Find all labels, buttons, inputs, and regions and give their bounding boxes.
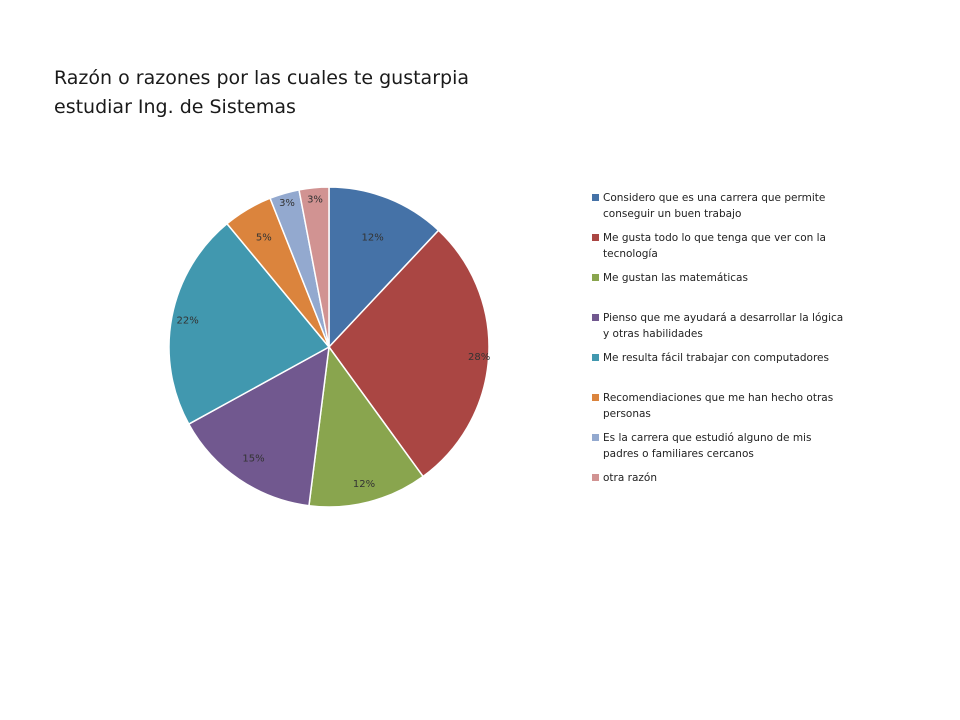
chart-title-line-2: estudiar Ing. de Sistemas	[54, 96, 296, 118]
chart-title: Razón o razones por las cuales te gustar…	[54, 64, 514, 122]
legend-label-1-line-1: Considero que es una carrera que permite	[603, 192, 826, 204]
legend-item-1: Considero que es una carrera que permite…	[592, 190, 860, 222]
pie-data-labels: 12% 28% 12% 15% 22% 5% 3% 3%	[176, 194, 490, 490]
legend-swatch-2	[592, 234, 599, 241]
legend-label-4-line-2: y otras habilidades	[603, 328, 703, 340]
legend-item-7: Es la carrera que estudió alguno de mis p…	[592, 430, 860, 462]
chart-title-line-1: Razón o razones por las cuales te gustar…	[54, 67, 469, 89]
data-label-8: 3%	[307, 194, 323, 205]
legend-label-2: Me gusta todo lo que tenga que ver con l…	[603, 230, 826, 262]
legend-label-6-line-1: Recomendiaciones que me han hecho otras	[603, 392, 834, 404]
data-label-6: 5%	[256, 232, 272, 243]
legend-label-6: Recomendiaciones que me han hecho otras p…	[603, 390, 833, 422]
pie-slice-3	[308, 345, 425, 508]
legend-label-7-line-2: padres o familiares cercanos	[603, 448, 754, 460]
legend-item-2: Me gusta todo lo que tenga que ver con l…	[592, 230, 860, 262]
legend-label-7-line-1: Es la carrera que estudió alguno de mis	[603, 432, 812, 444]
data-label-2: 28%	[468, 352, 490, 363]
legend-label-6-line-2: personas	[603, 408, 651, 420]
legend-label-3-line-1: Me gustan las matemáticas	[603, 272, 748, 284]
data-label-1: 12%	[361, 232, 383, 243]
pie-slices	[168, 186, 490, 508]
data-label-3: 12%	[353, 479, 375, 490]
legend-swatch-5	[592, 354, 599, 361]
legend-label-1: Considero que es una carrera que permite…	[603, 190, 825, 222]
legend-label-2-line-2: tecnología	[603, 248, 658, 260]
legend-swatch-1	[592, 194, 599, 201]
legend-item-8: otra razón	[592, 470, 860, 486]
legend-swatch-6	[592, 394, 599, 401]
pie-slice-1	[328, 186, 440, 349]
legend-item-4: Pienso que me ayudará a desarrollar la l…	[592, 310, 860, 342]
data-label-4: 15%	[242, 454, 264, 465]
legend-label-5: Me resulta fácil trabajar con computador…	[603, 350, 829, 366]
legend-label-8-line-1: otra razón	[603, 472, 657, 484]
pie-slice-5	[168, 222, 331, 426]
legend-item-3: Me gustan las matemáticas	[592, 270, 860, 286]
legend-swatch-7	[592, 434, 599, 441]
legend-swatch-8	[592, 474, 599, 481]
legend-swatch-3	[592, 274, 599, 281]
legend-label-8: otra razón	[603, 470, 657, 486]
legend-label-1-line-2: conseguir un buen trabajo	[603, 208, 742, 220]
legend-label-4: Pienso que me ayudará a desarrollar la l…	[603, 310, 843, 342]
legend-label-7: Es la carrera que estudió alguno de mis p…	[603, 430, 811, 462]
legend-label-3: Me gustan las matemáticas	[603, 270, 748, 286]
legend-item-6: Recomendiaciones que me han hecho otras p…	[592, 390, 860, 422]
legend-item-5: Me resulta fácil trabajar con computador…	[592, 350, 860, 366]
legend-label-2-line-1: Me gusta todo lo que tenga que ver con l…	[603, 232, 826, 244]
data-label-5: 22%	[176, 316, 198, 327]
pie-slice-8	[298, 186, 330, 348]
legend-label-4-line-1: Pienso que me ayudará a desarrollar la l…	[603, 312, 844, 324]
pie-slice-4	[187, 345, 330, 507]
legend-label-5-line-1: Me resulta fácil trabajar con computador…	[603, 352, 829, 364]
legend-swatch-4	[592, 314, 599, 321]
pie-slice-2	[328, 229, 490, 478]
data-label-7: 3%	[279, 198, 295, 209]
